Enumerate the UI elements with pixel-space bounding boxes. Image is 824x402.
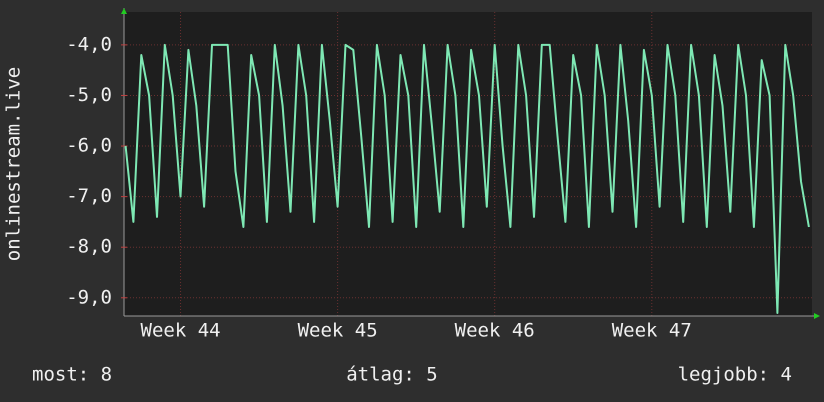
y-tick-label: -5,0 [66,84,112,106]
x-tick-label: Week 47 [612,320,692,342]
y-tick-label: -6,0 [66,135,112,157]
plot-area [124,12,812,316]
y-tick-label: -9,0 [66,286,112,308]
y-tick-label: -7,0 [66,185,112,207]
x-tick-label: Week 46 [455,320,535,342]
x-axis-arrow [814,313,820,319]
x-tick-label: Week 45 [298,320,378,342]
stat-average: átlag: 5 [346,364,438,386]
data-line [124,43,810,314]
y-tick-label: -4,0 [66,33,112,55]
y-tick-label: -8,0 [66,236,112,258]
y-axis-label: onlinestream.live [3,67,25,261]
x-tick-label: Week 44 [141,320,221,342]
stat-best: legjobb: 4 [678,364,792,386]
y-axis-arrow [121,8,127,14]
stat-current: most: 8 [32,364,112,386]
